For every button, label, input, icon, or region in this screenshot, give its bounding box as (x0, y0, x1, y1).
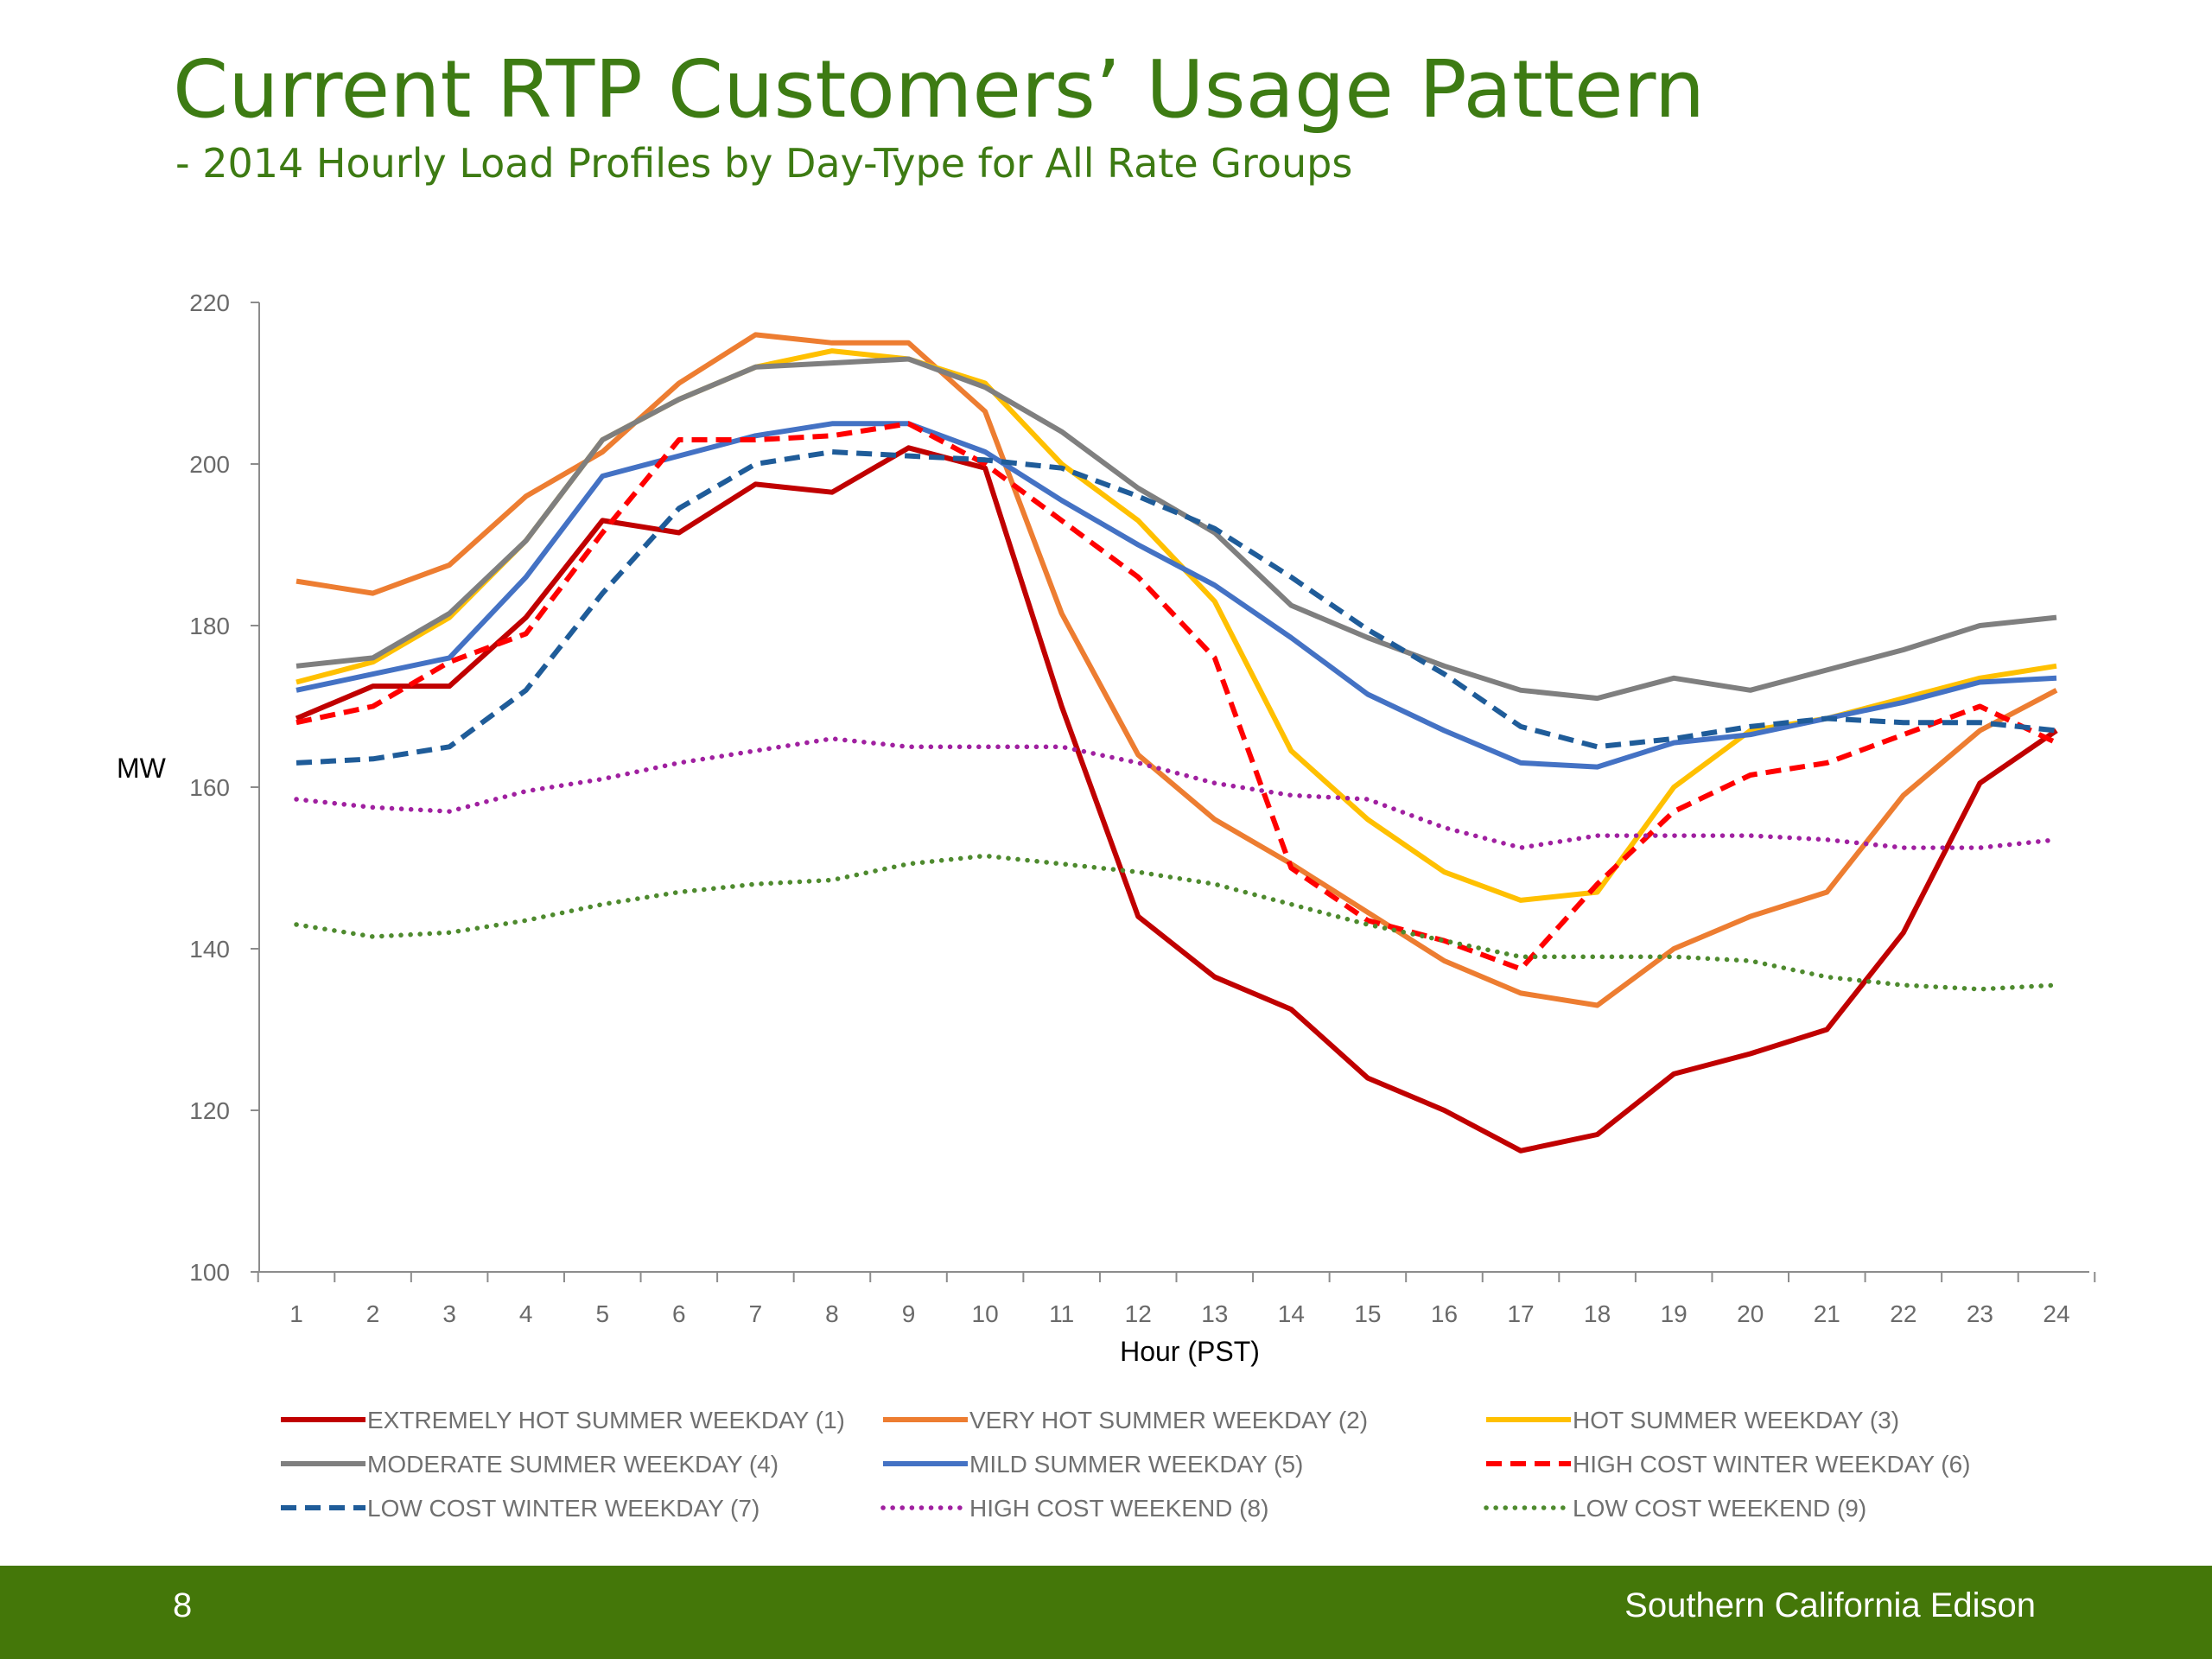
x-tick-label: 6 (672, 1300, 686, 1327)
x-tick-label: 20 (1737, 1300, 1764, 1327)
series-line-9 (294, 853, 2059, 992)
legend-label: HOT SUMMER WEEKDAY (3) (1573, 1407, 1899, 1433)
chart-legend: EXTREMELY HOT SUMMER WEEKDAY (1) VERY HOT… (281, 1407, 1970, 1522)
x-tick-label: 14 (1278, 1300, 1305, 1327)
x-tick-label: 10 (972, 1300, 999, 1327)
y-axis-title: MW (117, 753, 167, 784)
x-tick-label: 12 (1125, 1300, 1152, 1327)
x-axis-title: Hour (PST) (1120, 1336, 1260, 1367)
legend-label: HIGH COST WEEKEND (8) (969, 1495, 1268, 1522)
x-tick-label: 13 (1201, 1300, 1228, 1327)
x-tick-label: 8 (825, 1300, 839, 1327)
series-line-3 (296, 348, 2057, 903)
legend-label: MODERATE SUMMER WEEKDAY (4) (367, 1451, 779, 1478)
footer-brand: Southern California Edison (1624, 1586, 2036, 1624)
x-tick-label: 5 (595, 1300, 609, 1327)
y-tick-label: 180 (189, 613, 230, 639)
x-tick-label: 17 (1507, 1300, 1534, 1327)
x-tick-label: 16 (1431, 1300, 1458, 1327)
x-tick-label: 19 (1661, 1300, 1688, 1327)
legend-label: VERY HOT SUMMER WEEKDAY (2) (969, 1407, 1368, 1433)
x-tick-label: 11 (1049, 1300, 1074, 1327)
series-layer (294, 332, 2059, 1154)
x-tick-label: 21 (1814, 1300, 1840, 1327)
series-line-1 (295, 445, 2058, 1154)
y-axis-ticks: 100 120 140 160 180 200 220 (189, 289, 259, 1286)
y-tick-label: 100 (189, 1259, 230, 1286)
legend-label: EXTREMELY HOT SUMMER WEEKDAY (1) (367, 1407, 845, 1433)
legend-label: HIGH COST WINTER WEEKDAY (6) (1573, 1451, 1970, 1478)
x-tick-label: 15 (1354, 1300, 1381, 1327)
x-axis-ticks: 1 2 3 4 5 6 7 8 9 10 11 12 13 14 15 16 17 18 19 20 21 22 23 24 (257, 1272, 2096, 1327)
x-tick-label: 2 (366, 1300, 380, 1327)
x-tick-label: 7 (749, 1300, 763, 1327)
series-line-7 (296, 449, 2057, 766)
x-tick-label: 1 (289, 1300, 303, 1327)
x-tick-label: 22 (1890, 1300, 1916, 1327)
y-tick-label: 160 (189, 774, 230, 801)
x-tick-label: 23 (1967, 1300, 1993, 1327)
page-subtitle: - 2014 Hourly Load Profiles by Day-Type … (175, 140, 1353, 187)
y-tick-label: 120 (189, 1097, 230, 1124)
x-tick-label: 24 (2043, 1300, 2069, 1327)
x-tick-label: 9 (902, 1300, 916, 1327)
series-line-2 (296, 332, 2058, 1008)
legend-label: LOW COST WINTER WEEKDAY (7) (367, 1495, 760, 1522)
series-line-8 (294, 736, 2059, 850)
y-tick-label: 140 (189, 936, 230, 963)
legend-label: LOW COST WEEKEND (9) (1573, 1495, 1866, 1522)
y-tick-label: 200 (189, 451, 230, 478)
page-title: Current RTP Customers’ Usage Pattern (173, 43, 1706, 136)
x-tick-label: 18 (1584, 1300, 1611, 1327)
legend-label: MILD SUMMER WEEKDAY (5) (969, 1451, 1303, 1478)
y-tick-label: 220 (189, 289, 230, 316)
series-line-6 (296, 421, 2058, 972)
x-tick-label: 4 (519, 1300, 533, 1327)
series-line-5 (296, 421, 2057, 770)
footer-bar: 8 Southern California Edison (0, 1566, 2212, 1659)
x-tick-label: 3 (442, 1300, 456, 1327)
page-number: 8 (173, 1586, 193, 1624)
